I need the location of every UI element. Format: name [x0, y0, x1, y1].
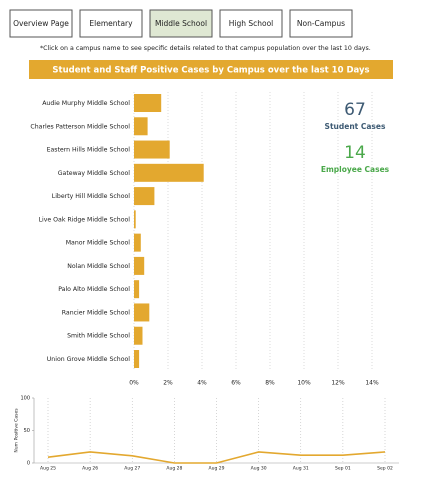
x-tick-label: 12% — [331, 380, 345, 387]
title-bar — [29, 60, 393, 79]
x-tick-label: Aug 31 — [293, 466, 309, 472]
bar[interactable] — [134, 140, 170, 159]
x-tick-label: 14% — [365, 380, 379, 387]
x-tick-label: 10% — [297, 380, 311, 387]
bar[interactable] — [134, 256, 145, 275]
bar[interactable] — [134, 350, 140, 368]
kpi-value: 67 — [344, 100, 366, 120]
nav-label[interactable]: Overview Page — [13, 19, 69, 28]
x-tick-label: Aug 28 — [166, 466, 182, 472]
line — [47, 451, 386, 464]
x-tick-label: 4% — [197, 380, 207, 387]
kpi-label: Employee Cases — [321, 165, 390, 174]
bar[interactable] — [134, 187, 155, 206]
bar[interactable] — [134, 210, 136, 229]
category-label[interactable]: Live Oak Ridge Middle School — [39, 216, 131, 223]
category-label[interactable]: Nolan Middle School — [67, 263, 130, 270]
category-label[interactable]: Liberty Hill Middle School — [52, 193, 131, 200]
nav-label[interactable]: Elementary — [89, 19, 133, 28]
bar[interactable] — [134, 163, 204, 182]
y-tick-label: 100 — [20, 396, 30, 402]
nav-label[interactable]: Middle School — [155, 19, 207, 28]
nav-label[interactable]: High School — [229, 19, 274, 28]
category-label[interactable]: Charles Patterson Middle School — [30, 123, 130, 130]
category-label[interactable]: Palo Alto Middle School — [58, 286, 130, 293]
y-axis-title: Num Positive Cases — [14, 408, 20, 453]
bar[interactable] — [134, 117, 148, 136]
x-tick-label: 8% — [265, 380, 275, 387]
category-label[interactable]: Smith Middle School — [67, 333, 130, 340]
category-label[interactable]: Audie Murphy Middle School — [42, 100, 130, 107]
category-label[interactable]: Manor Middle School — [66, 240, 131, 247]
x-tick-label: Aug 25 — [40, 466, 56, 472]
bar[interactable] — [134, 326, 143, 345]
category-label[interactable]: Eastern Hills Middle School — [47, 147, 131, 154]
x-tick-label: Aug 27 — [124, 466, 140, 472]
nav-button[interactable] — [219, 9, 283, 38]
bar[interactable] — [134, 233, 141, 252]
y-tick-label: 0 — [27, 461, 30, 467]
x-tick-label: 6% — [231, 380, 241, 387]
x-tick-label: Aug 26 — [82, 466, 98, 472]
x-tick-label: Sep 02 — [377, 466, 393, 472]
x-tick-label: Aug 30 — [251, 466, 267, 472]
x-tick-label: Aug 29 — [209, 466, 225, 472]
bar[interactable] — [134, 280, 140, 299]
nav-button[interactable] — [149, 9, 213, 38]
x-tick-label: 2% — [163, 380, 173, 387]
note: *Click on a campus name to see specific … — [40, 45, 371, 52]
bar[interactable] — [134, 303, 150, 322]
x-tick-label: 0% — [129, 380, 139, 387]
x-tick-label: Sep 01 — [335, 466, 351, 472]
bar[interactable] — [134, 94, 162, 112]
nav-button[interactable] — [9, 9, 73, 38]
nav-button[interactable] — [79, 9, 143, 38]
kpi-value: 14 — [344, 143, 366, 163]
chart-title: Student and Staff Positive Cases by Camp… — [52, 66, 369, 76]
kpi-label: Student Cases — [325, 122, 386, 131]
category-label[interactable]: Union Grove Middle School — [47, 356, 130, 363]
category-label[interactable]: Rancier Middle School — [62, 309, 131, 316]
category-label[interactable]: Gateway Middle School — [58, 170, 131, 177]
nav-button[interactable] — [289, 9, 353, 38]
nav-label[interactable]: Non-Campus — [297, 19, 345, 28]
y-tick-label: 50 — [24, 428, 30, 434]
